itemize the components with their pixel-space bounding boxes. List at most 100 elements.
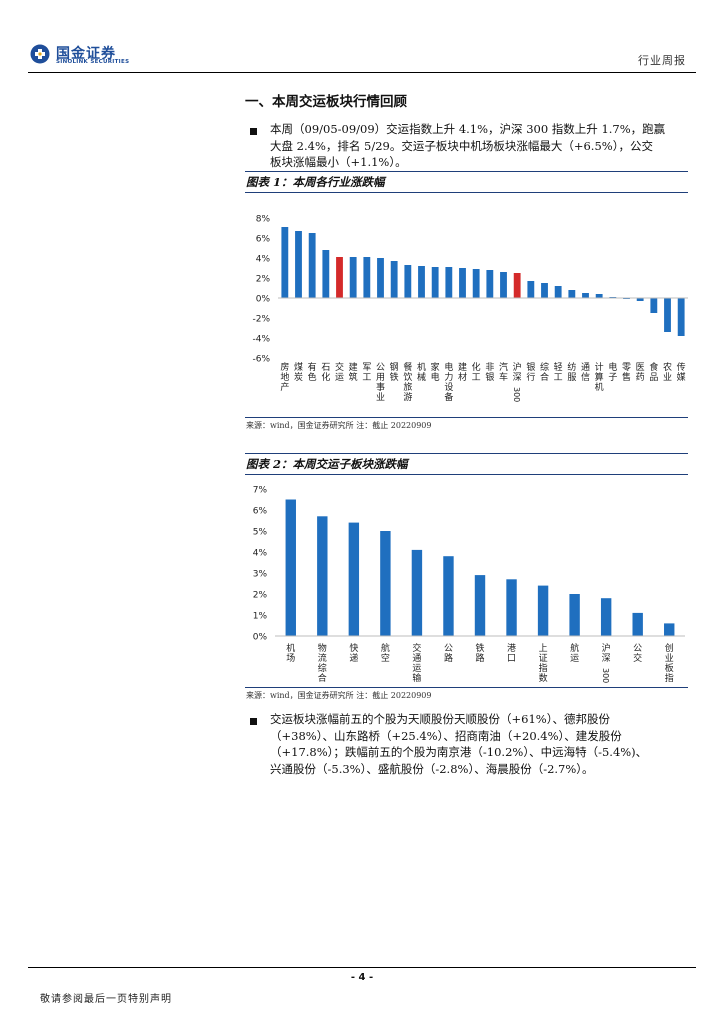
bar bbox=[513, 273, 521, 298]
y-tick-label: 4% bbox=[256, 255, 271, 265]
bar bbox=[500, 272, 507, 298]
y-tick-label: -4% bbox=[252, 335, 270, 345]
y-tick-label: 0% bbox=[256, 295, 271, 305]
bar bbox=[348, 522, 360, 636]
figure-2-bottom-rule bbox=[245, 474, 688, 475]
x-tick-label-number: 300 bbox=[512, 387, 521, 402]
y-tick-label: 0% bbox=[253, 633, 268, 643]
x-tick-label: 建筑 bbox=[349, 361, 358, 383]
paragraph-line: （+38%）、山东路桥（+25.4%）、招商南油（+20.4%）、建发股份 bbox=[270, 728, 622, 743]
x-tick-label: 铁路 bbox=[475, 642, 484, 664]
y-tick-label: 6% bbox=[256, 235, 271, 245]
bar bbox=[650, 298, 658, 313]
paragraph-line: 板块涨幅最小（+1.1%）。 bbox=[270, 155, 407, 169]
bar bbox=[527, 281, 535, 298]
bar bbox=[445, 267, 453, 298]
x-tick-label: 钢铁 bbox=[390, 361, 399, 383]
bar bbox=[582, 293, 589, 298]
bar bbox=[322, 250, 330, 298]
bar bbox=[595, 294, 603, 298]
bar bbox=[632, 612, 643, 636]
y-tick-label: 6% bbox=[253, 507, 268, 517]
bar bbox=[486, 270, 494, 298]
bar bbox=[317, 516, 328, 636]
figure-2-top-rule bbox=[245, 453, 688, 454]
x-tick-label: 上证指数 bbox=[539, 643, 548, 684]
x-tick-label: 电子 bbox=[608, 361, 617, 383]
figure-1-source: 来源：wind，国金证券研究所 注：截止 20220909 bbox=[246, 421, 432, 430]
x-tick-label: 沪深 bbox=[602, 642, 611, 664]
page-number: - 4 - bbox=[350, 972, 374, 983]
bar bbox=[404, 265, 412, 298]
x-tick-label: 沪深 bbox=[513, 361, 522, 383]
x-tick-label: 公用事业 bbox=[376, 362, 385, 403]
bar bbox=[664, 623, 675, 636]
footer-disclaimer: 敬请参阅最后一页特别声明 bbox=[40, 994, 172, 1005]
x-tick-label: 传媒 bbox=[677, 361, 686, 383]
x-tick-label: 公路 bbox=[444, 643, 453, 664]
x-tick-label: 计算机 bbox=[595, 361, 604, 393]
bar bbox=[380, 531, 391, 636]
bar bbox=[506, 579, 517, 636]
bar bbox=[285, 499, 296, 636]
x-tick-label: 轻工 bbox=[554, 361, 563, 383]
x-tick-label: 机械 bbox=[417, 361, 426, 383]
bar bbox=[308, 233, 316, 298]
paragraph-line: 大盘 2.4%，排名 5/29。交运子板块中机场板块涨幅最大（+6.5%），公交 bbox=[270, 138, 653, 153]
y-tick-label: -2% bbox=[252, 315, 270, 325]
bar bbox=[677, 298, 685, 336]
x-tick-label: 综合 bbox=[540, 361, 549, 383]
x-tick-label: 石化 bbox=[321, 363, 330, 383]
bar bbox=[541, 283, 548, 298]
bar bbox=[295, 231, 302, 298]
brand-logo-icon bbox=[30, 44, 50, 64]
bar bbox=[537, 585, 549, 636]
x-tick-label: 零售 bbox=[622, 362, 631, 383]
section-title: 一、本周交运板块行情回顾 bbox=[245, 94, 407, 110]
x-tick-label: 交运 bbox=[335, 361, 344, 383]
x-tick-label: 化工 bbox=[472, 361, 481, 383]
y-tick-label: 2% bbox=[253, 591, 268, 601]
bar bbox=[377, 258, 384, 298]
figure-1-top-rule bbox=[245, 171, 688, 172]
y-tick-label: 8% bbox=[256, 215, 271, 225]
x-tick-label: 食品 bbox=[649, 361, 658, 383]
x-tick-label: 餐饮旅游 bbox=[403, 361, 412, 403]
x-tick-label: 航运 bbox=[570, 642, 579, 664]
bar bbox=[554, 286, 562, 298]
figure-2-source-rule bbox=[245, 687, 688, 688]
figure-1-caption: 图表 1：本周各行业涨跌幅 bbox=[246, 175, 385, 189]
paragraph-line: 交运板块涨幅前五的个股为天顺股份天顺股份（+61%）、德邦股份 bbox=[270, 712, 610, 726]
bullet-icon bbox=[250, 128, 257, 135]
bar bbox=[443, 556, 454, 636]
paragraph-line: 兴通股份（-5.3%）、盛航股份（-2.8%）、海晨股份（-2.7%）。 bbox=[270, 761, 594, 776]
bar bbox=[600, 598, 612, 636]
bar bbox=[569, 594, 580, 636]
brand-name-en: SINOLINK SECURITIES bbox=[56, 59, 130, 65]
x-tick-label: 通信 bbox=[581, 362, 590, 383]
x-tick-label: 有色 bbox=[308, 361, 317, 383]
x-tick-label: 创业板指 bbox=[665, 642, 674, 684]
y-tick-label: 1% bbox=[253, 612, 268, 622]
bar bbox=[349, 257, 357, 298]
bar bbox=[390, 261, 398, 298]
report-type: 行业周报 bbox=[638, 54, 686, 67]
bullet-icon bbox=[250, 718, 257, 725]
figure-1-bottom-rule bbox=[245, 192, 688, 193]
y-tick-label: -6% bbox=[252, 355, 270, 365]
x-tick-label: 建材 bbox=[458, 361, 467, 383]
x-tick-label: 公交 bbox=[633, 643, 642, 664]
x-tick-label: 物流综合 bbox=[318, 642, 327, 684]
x-tick-label: 航空 bbox=[381, 642, 390, 664]
bar bbox=[281, 227, 289, 298]
x-tick-label: 家电 bbox=[431, 361, 440, 383]
y-tick-label: 2% bbox=[256, 275, 271, 285]
y-tick-label: 4% bbox=[253, 549, 268, 559]
figure-2-caption: 图表 2：本周交运子板块涨跌幅 bbox=[246, 457, 408, 471]
bar bbox=[336, 257, 343, 298]
industry-change-chart: -6% -4% -2% 0% 2% 4% 6% 8% 房地产煤炭有色石化交运建筑军工公用事业钢铁… bbox=[252, 215, 688, 403]
figure-1-source-rule bbox=[245, 417, 688, 418]
bar bbox=[431, 267, 439, 298]
paragraph-weekly-summary: 本周（09/05-09/09）交运指数上升 4.1%，沪深 300 指数上升 1… bbox=[270, 121, 690, 171]
bar bbox=[411, 549, 423, 636]
